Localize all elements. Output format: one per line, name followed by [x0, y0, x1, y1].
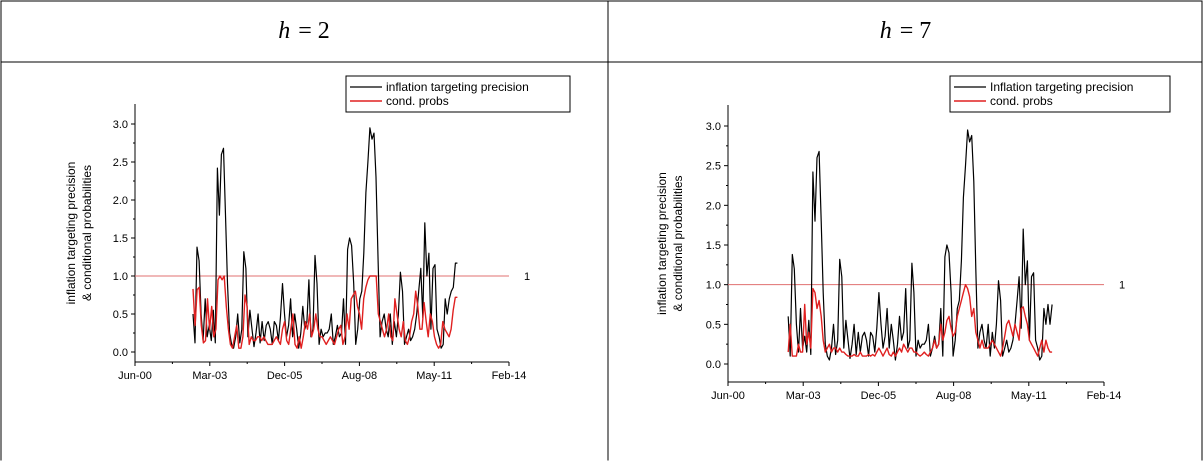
x-tick-label: Jun-00 — [118, 370, 152, 382]
y-tick-label: 0.0 — [706, 359, 721, 371]
legend-box — [949, 75, 1171, 113]
x-tick-label: Mar-03 — [786, 390, 821, 402]
legend-box — [345, 75, 571, 113]
y-tick-label: 2.0 — [706, 200, 721, 212]
y-axis-label: & conditional probabilities — [671, 175, 685, 311]
series-line-precision — [787, 129, 1053, 361]
reference-line-label: 1 — [524, 271, 530, 283]
y-tick-label: 2.0 — [113, 195, 128, 207]
series-line-precision — [192, 127, 458, 349]
reference-line-label: 1 — [1119, 280, 1125, 292]
legend-label: cond. probs — [990, 94, 1053, 108]
series-line-cond-probs — [787, 284, 1053, 357]
y-tick-label: 0.5 — [706, 319, 721, 331]
x-tick-label: Jun-00 — [711, 390, 745, 402]
y-tick-label: 3.0 — [113, 119, 128, 131]
table-top-border — [0, 0, 1203, 2]
table-right-border — [1201, 0, 1203, 461]
series-line-cond-probs — [192, 275, 458, 349]
x-tick-label: Feb-14 — [1087, 390, 1122, 402]
table-left-border — [0, 0, 2, 461]
y-tick-label: 0.0 — [113, 347, 128, 359]
header-variable: h — [278, 17, 291, 44]
y-tick-label: 1.0 — [113, 271, 128, 283]
legend-label: inflation targeting precision — [386, 80, 529, 94]
y-axis-label: inflation targeting precision — [655, 172, 669, 315]
x-tick-label: Dec-05 — [861, 390, 896, 402]
y-tick-label: 2.5 — [113, 157, 128, 169]
x-tick-label: May-11 — [416, 370, 452, 382]
header-cell-right: h = 7 — [608, 0, 1203, 62]
y-axis-label: inflation targeting precision — [64, 162, 78, 305]
legend-label: Inflation targeting precision — [990, 80, 1133, 94]
table-middle-border — [607, 0, 609, 461]
x-tick-label: Dec-05 — [267, 370, 302, 382]
x-tick-label: May-11 — [1011, 390, 1047, 402]
x-tick-label: Feb-14 — [492, 370, 527, 382]
header-equation: = 7 — [899, 17, 932, 44]
header-variable: h — [879, 17, 892, 44]
legend-label: cond. probs — [386, 94, 449, 108]
y-tick-label: 1.5 — [706, 240, 721, 252]
y-tick-label: 1.5 — [113, 233, 128, 245]
y-tick-label: 2.5 — [706, 161, 721, 173]
y-axis-label: & conditional probabilities — [80, 165, 94, 301]
y-tick-label: 1.0 — [706, 280, 721, 292]
x-tick-label: Aug-08 — [936, 390, 971, 402]
x-tick-label: Aug-08 — [342, 370, 377, 382]
y-tick-label: 3.0 — [706, 121, 721, 133]
header-equation: = 2 — [298, 17, 330, 44]
table-header-border — [0, 61, 1203, 63]
x-tick-label: Mar-03 — [192, 370, 227, 382]
y-tick-label: 0.5 — [113, 309, 128, 321]
header-cell-left: h = 2 — [0, 0, 608, 62]
